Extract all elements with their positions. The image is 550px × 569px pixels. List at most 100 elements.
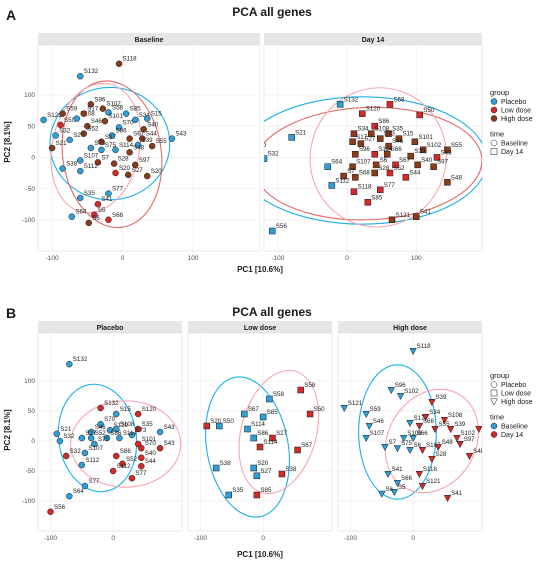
facet-strip-label: High dose xyxy=(393,325,427,332)
data-point xyxy=(393,445,402,453)
x-tick-label: -100 xyxy=(46,255,59,262)
point-label: S86 xyxy=(378,118,390,125)
point-label: S97 xyxy=(437,159,449,166)
point-label: S118 xyxy=(417,343,432,350)
data-point xyxy=(126,149,133,156)
data-point xyxy=(132,116,139,124)
point-label: S52 xyxy=(393,165,405,172)
y-axis-label: PC2 [8.1%] xyxy=(3,409,12,451)
y-tick-label: 50 xyxy=(28,408,36,415)
confidence-ellipse xyxy=(61,80,163,229)
data-point xyxy=(406,420,414,428)
data-point xyxy=(371,150,378,158)
data-point xyxy=(428,399,436,407)
point-label: S59 xyxy=(370,406,382,413)
point-label: S97 xyxy=(139,157,151,164)
data-point xyxy=(91,440,98,448)
point-label: S20 xyxy=(257,460,269,467)
point-label: S97 xyxy=(464,436,476,443)
data-point xyxy=(98,146,105,154)
data-point xyxy=(94,200,102,208)
data-point xyxy=(444,146,451,154)
point-label: S58 xyxy=(112,104,124,111)
data-point xyxy=(413,213,420,220)
data-point xyxy=(148,142,156,150)
data-point xyxy=(105,216,112,224)
point-label: S120 xyxy=(142,406,157,413)
point-label: S41 xyxy=(392,466,404,473)
data-point xyxy=(294,446,301,454)
data-point xyxy=(47,508,54,516)
confidence-ellipse xyxy=(384,388,480,494)
data-point xyxy=(122,110,130,117)
point-label: S101 xyxy=(418,134,433,141)
point-label: S96 xyxy=(395,382,407,389)
data-point xyxy=(444,179,451,186)
data-point xyxy=(349,163,356,170)
point-label: S15 xyxy=(402,131,414,138)
data-point xyxy=(105,190,112,197)
data-point xyxy=(364,199,372,206)
legend-title: group xyxy=(490,88,509,97)
point-label: S7 xyxy=(101,154,109,161)
data-point xyxy=(288,134,295,141)
point-label: S120 xyxy=(114,422,129,429)
legend-key xyxy=(490,398,498,406)
data-point xyxy=(406,447,414,455)
data-point xyxy=(453,435,461,443)
legend-key xyxy=(490,139,498,147)
point-label: S15 xyxy=(151,111,163,118)
data-point xyxy=(48,144,56,152)
data-point xyxy=(97,404,104,412)
point-label: S38 xyxy=(220,460,232,467)
data-point xyxy=(143,172,151,180)
point-label: S52 xyxy=(87,126,99,133)
point-label: S107 xyxy=(426,442,441,449)
data-point xyxy=(377,135,384,142)
y-tick-label: -100 xyxy=(22,217,35,224)
point-label: S102 xyxy=(404,388,419,395)
y-tick-label: 50 xyxy=(28,123,36,130)
point-label: S107 xyxy=(84,152,99,159)
point-label: S41 xyxy=(420,209,432,216)
data-point xyxy=(250,464,257,472)
point-label: S58 xyxy=(393,96,405,103)
point-label: S112 xyxy=(335,177,350,184)
point-label: S43 xyxy=(164,424,176,431)
point-label: S7 xyxy=(388,439,396,446)
point-label: S46 xyxy=(95,424,107,431)
point-label: S86 xyxy=(110,430,122,437)
x-tick-label: -100 xyxy=(44,535,57,542)
point-label: S118 xyxy=(357,184,372,191)
point-label: S38 xyxy=(285,466,297,473)
data-point xyxy=(306,410,314,418)
point-label: S85 xyxy=(267,409,279,416)
data-point xyxy=(212,464,220,472)
chart-title: PCA all genes xyxy=(232,5,312,19)
data-point xyxy=(156,428,164,436)
data-point xyxy=(253,491,261,499)
legend-key xyxy=(490,115,498,122)
point-label: S101 xyxy=(108,113,123,120)
point-label: S58 xyxy=(304,382,316,389)
data-point xyxy=(77,157,84,164)
legend-key xyxy=(490,148,498,155)
data-point xyxy=(134,141,142,149)
confidence-ellipse xyxy=(50,82,142,214)
data-point xyxy=(371,122,378,130)
data-point xyxy=(388,216,396,224)
data-point xyxy=(66,136,73,144)
point-label: S58 xyxy=(273,391,285,398)
data-point xyxy=(340,172,347,180)
data-point xyxy=(77,167,84,175)
data-point xyxy=(134,425,142,433)
legend-entry: Day 14 xyxy=(501,149,523,156)
data-point xyxy=(431,426,439,434)
data-point xyxy=(216,422,223,430)
point-label: S44 xyxy=(146,131,158,138)
point-label: S20 xyxy=(151,168,163,175)
legend-entry: Low dose xyxy=(501,108,531,115)
data-point xyxy=(253,472,261,480)
data-point xyxy=(53,430,61,438)
